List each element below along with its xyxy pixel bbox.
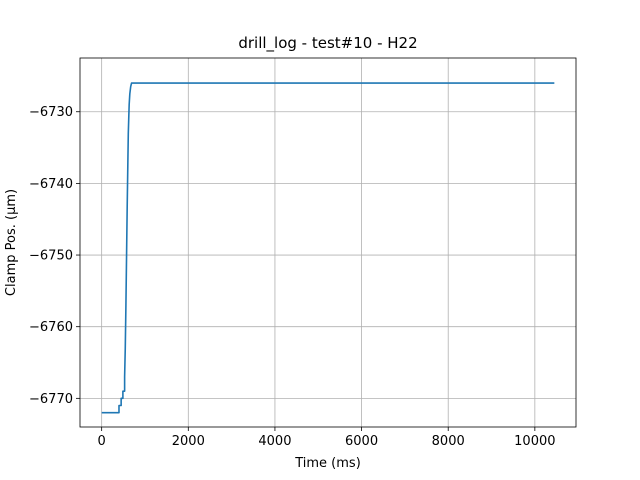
axis-ticks: 0 2000 4000 6000 8000 10000 −6770 −6760 −6750 −67… bbox=[29, 105, 556, 449]
series-line bbox=[101, 82, 555, 414]
chart-title: drill_log - test#10 - H22 bbox=[238, 34, 417, 53]
y-tick-label: −6740 bbox=[29, 177, 73, 192]
grid bbox=[80, 58, 576, 427]
y-tick-label: −6760 bbox=[29, 320, 73, 335]
series-layer bbox=[101, 82, 555, 414]
x-tick-label: 4000 bbox=[258, 434, 291, 449]
x-tick-label: 8000 bbox=[432, 434, 465, 449]
y-axis-label: Clamp Pos. (µm) bbox=[4, 189, 19, 296]
y-tick-label: −6770 bbox=[29, 392, 73, 407]
y-tick-label: −6730 bbox=[29, 105, 73, 120]
x-tick-label: 2000 bbox=[172, 434, 205, 449]
x-tick-label: 6000 bbox=[345, 434, 378, 449]
x-tick-label: 0 bbox=[98, 434, 106, 449]
y-tick-label: −6750 bbox=[29, 249, 73, 264]
plot-frame bbox=[79, 57, 577, 428]
x-axis-label: Time (ms) bbox=[294, 456, 361, 471]
x-tick-label: 10000 bbox=[514, 434, 555, 449]
